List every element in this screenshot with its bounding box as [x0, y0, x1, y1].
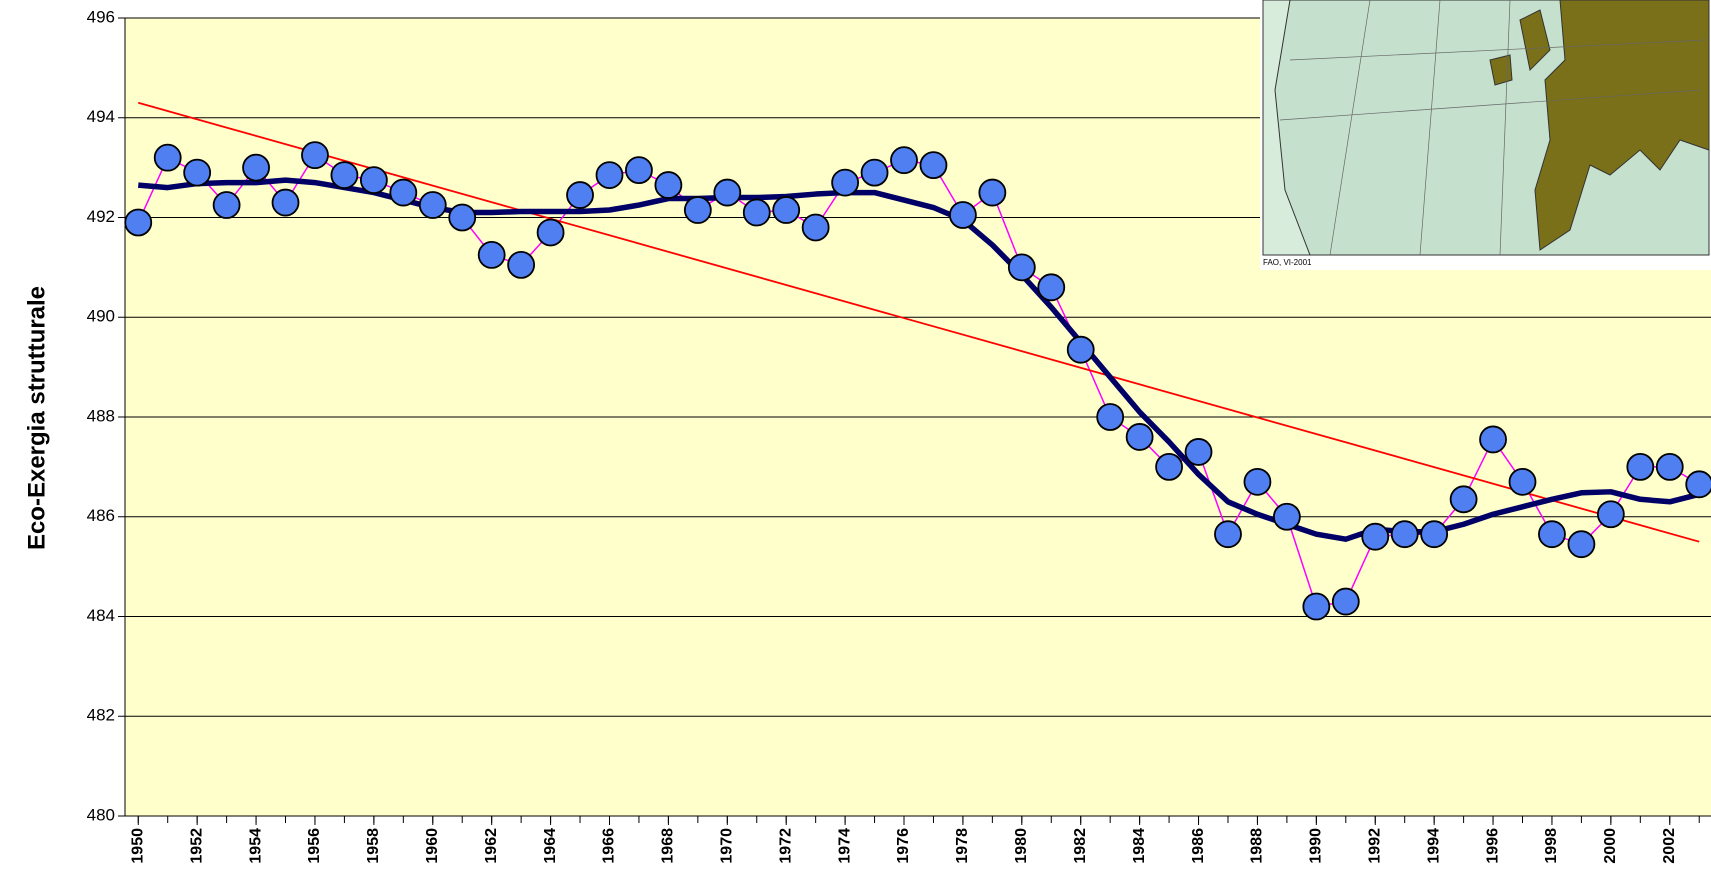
- map-inset: FAO, VI-2001: [1260, 0, 1711, 270]
- data-point: [1596, 500, 1625, 529]
- data-point: [507, 250, 536, 279]
- data-point: [1302, 592, 1331, 621]
- data-point: [595, 161, 624, 190]
- data-point: [860, 158, 889, 187]
- map-graticule: [1279, 0, 1706, 256]
- data-point: [890, 146, 918, 175]
- x-tick-label: 1950: [129, 828, 146, 864]
- data-point: [1096, 403, 1125, 431]
- data-point: [1420, 520, 1449, 549]
- data-point: [654, 171, 683, 199]
- x-tick-label: 1986: [1190, 828, 1207, 864]
- y-tick-label: 496: [87, 7, 115, 26]
- y-tick-label: 480: [87, 805, 115, 824]
- data-point: [1155, 452, 1183, 481]
- data-point: [153, 143, 182, 172]
- data-point: [477, 241, 506, 269]
- data-point: [183, 158, 212, 187]
- map-land: [1534, 0, 1710, 251]
- data-point: [625, 156, 653, 185]
- y-tick-label: 494: [87, 107, 115, 126]
- data-point: [1626, 452, 1655, 481]
- trend-line: [138, 101, 1700, 543]
- data-point: [566, 181, 594, 209]
- data-point: [949, 201, 977, 229]
- data-point: [359, 166, 388, 194]
- x-tick-label: 1966: [601, 828, 618, 864]
- map-credit: FAO, VI-2001: [1263, 258, 1312, 267]
- x-tick-label: 1994: [1425, 828, 1442, 864]
- data-point: [683, 196, 712, 224]
- x-tick-label: 1998: [1543, 828, 1560, 864]
- data-point: [330, 161, 359, 190]
- data-point: [1538, 520, 1566, 549]
- x-tick-label: 1960: [424, 828, 441, 864]
- data-point: [1066, 335, 1095, 364]
- x-tick-label: 1956: [306, 828, 323, 864]
- data-point: [1390, 520, 1419, 549]
- data-point: [801, 213, 830, 242]
- data-point: [1331, 587, 1360, 616]
- data-point: [742, 198, 771, 227]
- data-point: [1567, 530, 1596, 559]
- data-point: [242, 153, 270, 182]
- data-point: [1184, 438, 1213, 466]
- x-tick-label: 1972: [777, 828, 794, 864]
- data-point: [389, 178, 418, 207]
- data-point: [1449, 485, 1478, 514]
- x-tick-label: 1978: [954, 828, 971, 864]
- x-tick-label: 1962: [483, 828, 500, 864]
- x-tick-label: 1984: [1131, 828, 1148, 864]
- data-point: [831, 168, 860, 197]
- data-point: [1685, 470, 1711, 499]
- data-point: [713, 178, 742, 207]
- x-tick-label: 1976: [895, 828, 912, 864]
- data-point: [271, 188, 300, 217]
- data-point: [1125, 423, 1154, 451]
- y-tick-label: 492: [87, 207, 115, 226]
- y-tick-label: 486: [87, 506, 115, 525]
- data-point: [978, 178, 1007, 207]
- data-point: [1272, 502, 1301, 531]
- y-tick-label: 484: [87, 606, 115, 625]
- x-tick-label: 1970: [719, 828, 736, 864]
- data-point: [1214, 520, 1242, 549]
- x-tick-label: 1952: [188, 828, 205, 864]
- data-point: [1007, 253, 1036, 282]
- data-point: [301, 141, 329, 170]
- data-point: [418, 191, 447, 219]
- y-tick-label: 488: [87, 406, 115, 425]
- x-tick-label: 2000: [1602, 828, 1619, 864]
- data-point: [124, 208, 153, 237]
- data-point: [1655, 452, 1684, 481]
- x-tick-label: 1974: [836, 828, 853, 864]
- data-point: [448, 203, 477, 232]
- data-point: [772, 196, 801, 224]
- data-point: [1037, 273, 1066, 302]
- x-tick-label: 1968: [660, 828, 677, 864]
- x-tick-label: 1996: [1484, 828, 1501, 864]
- x-tick-label: 1980: [1013, 828, 1030, 864]
- data-point: [919, 151, 948, 180]
- data-point: [212, 191, 241, 219]
- x-tick-label: 1990: [1308, 828, 1325, 864]
- data-point: [1479, 425, 1507, 454]
- y-tick-label: 482: [87, 706, 115, 725]
- data-point: [1243, 467, 1272, 496]
- x-tick-label: 1988: [1249, 828, 1266, 864]
- map-islands: [1489, 9, 1551, 86]
- x-tick-label: 2002: [1661, 828, 1678, 864]
- x-tick-label: 1954: [247, 828, 264, 864]
- x-tick-label: 1958: [365, 828, 382, 864]
- y-tick-label: 490: [87, 307, 115, 326]
- data-point: [1361, 522, 1390, 551]
- data-point: [536, 218, 565, 247]
- y-axis-title: Eco-Exergia strutturale: [23, 286, 50, 550]
- data-point: [1508, 467, 1537, 496]
- x-tick-label: 1964: [542, 828, 559, 864]
- x-tick-label: 1982: [1072, 828, 1089, 864]
- x-tick-label: 1992: [1366, 828, 1383, 864]
